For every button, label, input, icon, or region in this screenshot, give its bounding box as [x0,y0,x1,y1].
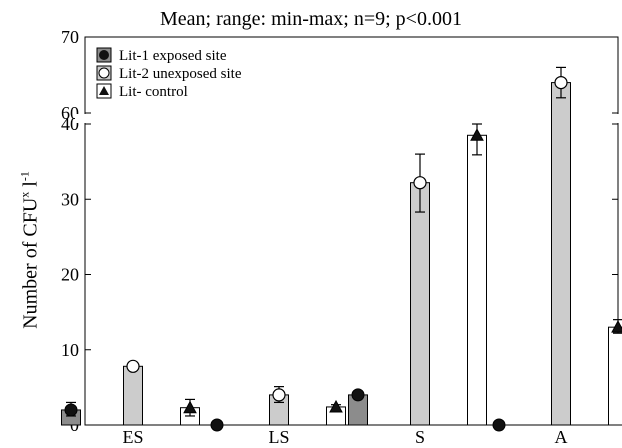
data-point [611,320,622,333]
data-point [470,128,484,141]
legend-label: Lit-2 unexposed site [119,66,242,82]
y-tick-label: 70 [61,27,79,47]
bar [410,182,430,426]
data-point [272,388,286,402]
legend-marker [99,86,109,95]
legend: Lit-1 exposed site Lit-2 unexposed site Li… [96,47,242,100]
data-point [329,399,343,413]
x-tick-label: A [555,427,568,447]
data-point [126,359,140,373]
data-point [183,400,197,414]
y-tick-label: 40 [61,114,79,134]
legend-marker [98,67,110,79]
axis-break [608,114,622,123]
y-tick-label: 60 [61,103,79,123]
x-tick-label: S [415,427,425,447]
bar [608,326,622,426]
y-tick-label: 10 [61,340,79,360]
y-tick-label: 20 [61,265,79,285]
x-tick-label: LS [268,427,289,447]
legend-label: Lit-1 exposed site [119,48,227,64]
data-point [554,75,568,90]
legend-marker [99,50,109,60]
bar [467,134,487,426]
data-point [413,176,427,190]
axis-break [75,114,95,123]
bar [551,82,571,426]
axes: 0102030406070ESLSSA [61,27,622,447]
data-point [210,418,224,432]
chart-title: Mean; range: min-max; n=9; p<0.001 [160,8,462,30]
data-point [492,418,506,432]
data-point [351,388,365,402]
bars [61,66,622,432]
bar [123,365,143,426]
x-tick-label: ES [122,427,143,447]
y-tick-label: 30 [61,189,79,209]
data-point [64,403,78,417]
legend-label: Lit- control [119,84,188,100]
